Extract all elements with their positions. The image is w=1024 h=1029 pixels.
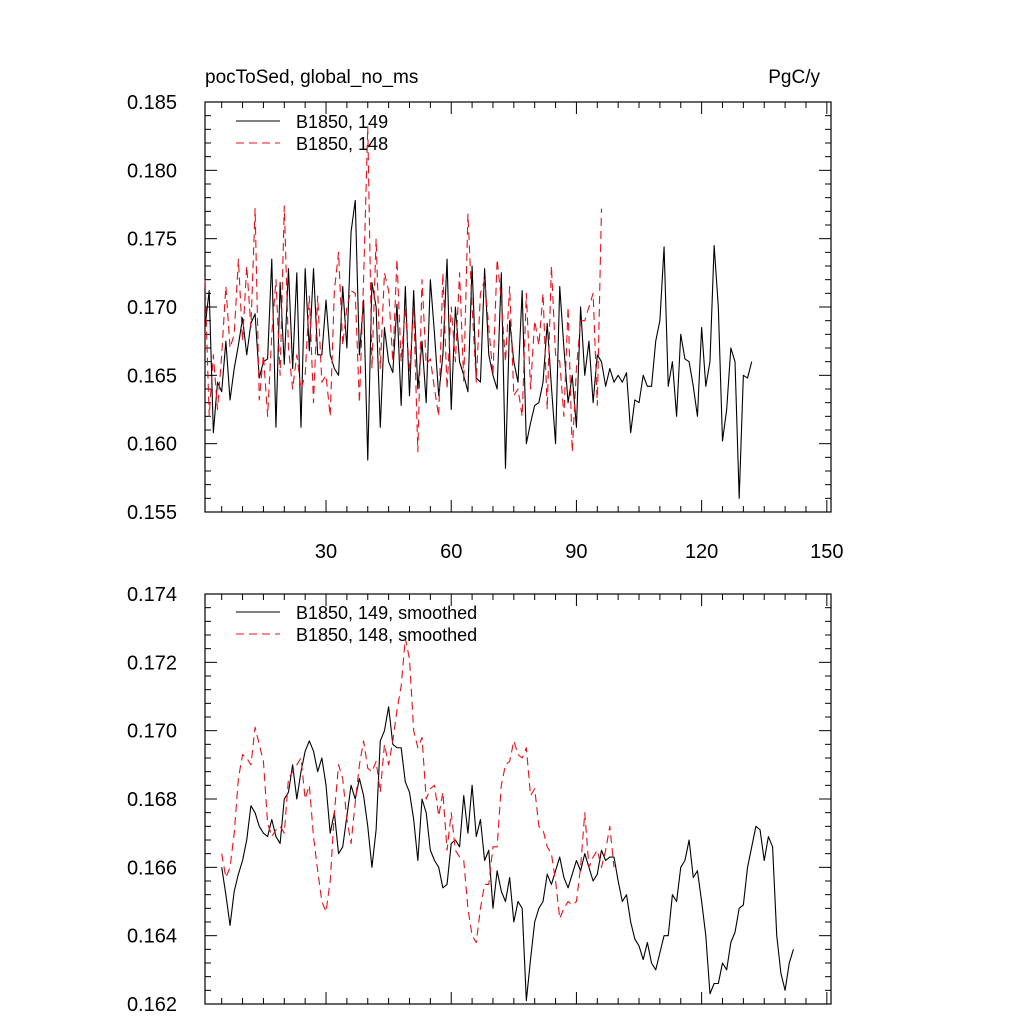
- bottom-y-tick-label: 0.172: [127, 652, 177, 674]
- bottom-y-tick-label: 0.166: [127, 857, 177, 879]
- top-y-tick-label: 0.165: [127, 365, 177, 387]
- top-x-tick-label: 60: [440, 541, 462, 563]
- bottom-series-line-149: [221, 706, 794, 1002]
- top-x-tick-label: 120: [685, 541, 718, 563]
- bottom-plot-frame: [204, 593, 832, 1005]
- top-series-line-148: [204, 126, 603, 453]
- top-y-tick-label: 0.175: [127, 229, 177, 251]
- top-y-tick-label: 0.180: [127, 160, 177, 182]
- legend-label-149-smoothed: B1850, 149, smoothed: [296, 603, 477, 623]
- legend-label-148-smoothed: B1850, 148, smoothed: [296, 625, 477, 645]
- top-y-tick-label: 0.155: [127, 502, 177, 524]
- top-x-tick-label: 30: [315, 541, 337, 563]
- panel-bottom: 0.162 0.164 0.166 0.168 0.170 0.172 0.174 B185…: [127, 584, 832, 1016]
- legend-label-148: B1850, 148: [296, 134, 388, 154]
- top-legend: B1850, 149 B1850, 148: [236, 112, 388, 154]
- bottom-y-tick-label: 0.170: [127, 721, 177, 743]
- top-y-tick-label: 0.185: [127, 92, 177, 114]
- panel-top: pocToSed, global_no_ms PgC/y 30 60 90 120 15…: [127, 67, 844, 563]
- top-y-tick-label: 0.170: [127, 297, 177, 319]
- bottom-legend: B1850, 149, smoothed B1850, 148, smoothe…: [236, 603, 477, 645]
- bottom-y-tick-label: 0.164: [127, 926, 177, 948]
- bottom-series-group: [221, 637, 794, 1002]
- top-x-tick-label: 150: [810, 541, 843, 563]
- bottom-y-tick-label: 0.168: [127, 789, 177, 811]
- top-axes: 30 60 90 120 150 0.155 0.160 0.165 0.170 0.175 0.1…: [127, 92, 844, 563]
- bottom-y-tick-label: 0.162: [127, 994, 177, 1016]
- chart-title: pocToSed, global_no_ms: [205, 67, 418, 88]
- top-plot-frame: [204, 101, 832, 513]
- top-x-tick-label: 90: [565, 541, 587, 563]
- bottom-axes: 0.162 0.164 0.166 0.168 0.170 0.172 0.174: [127, 584, 832, 1016]
- chart-units: PgC/y: [768, 67, 820, 88]
- top-series-line-149: [204, 199, 753, 499]
- top-series-group: [204, 126, 753, 499]
- bottom-series-line-148: [221, 637, 615, 944]
- top-y-tick-label: 0.160: [127, 434, 177, 456]
- legend-label-149: B1850, 149: [296, 112, 388, 132]
- bottom-y-tick-label: 0.174: [127, 584, 177, 606]
